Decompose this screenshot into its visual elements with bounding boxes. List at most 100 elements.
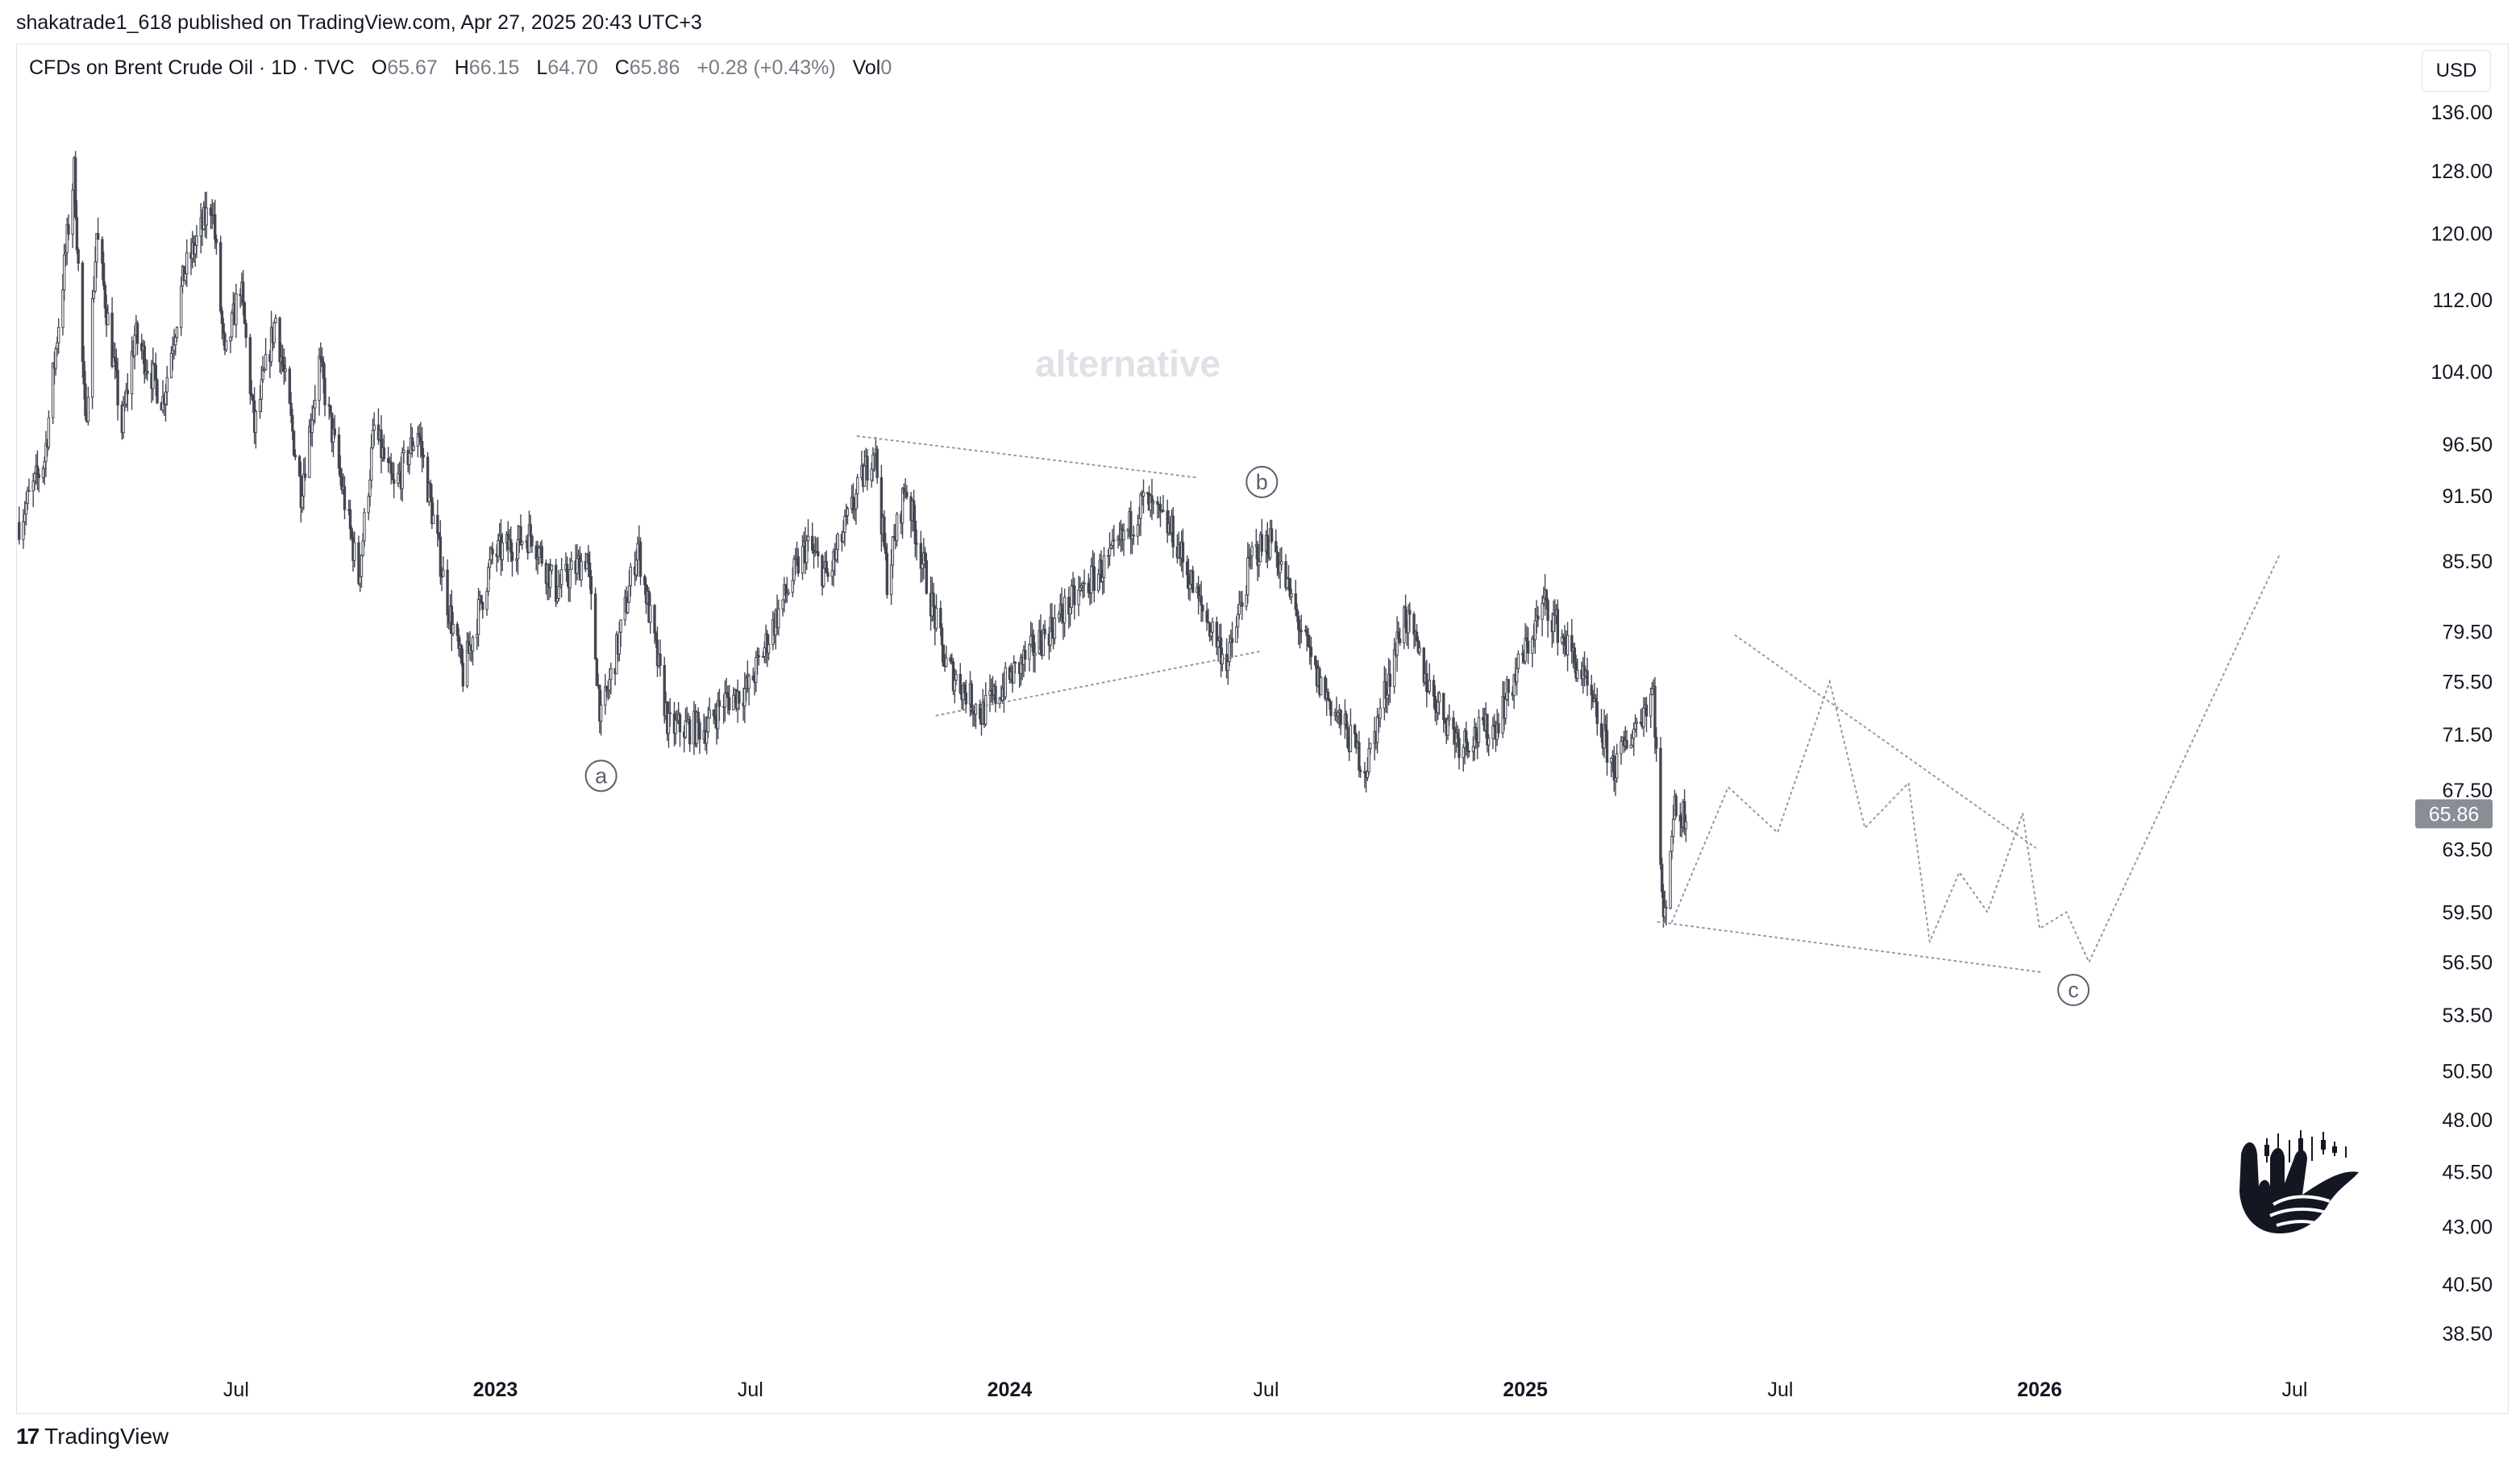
time-axis[interactable]: Jul 2023 Jul 2024 Jul 2025 Jul 2026 Jul (223, 1379, 2307, 1401)
open-value: 65.67 (387, 56, 438, 79)
candle (35, 450, 40, 491)
candle (224, 340, 228, 352)
projected-wave-path[interactable] (1670, 555, 2281, 964)
trendline[interactable] (1657, 921, 2045, 974)
candle (619, 619, 622, 647)
candle (380, 415, 383, 474)
candle (1328, 697, 1331, 710)
wave-labels: a b c (584, 465, 2090, 1007)
candle (1369, 742, 1372, 755)
candle (476, 588, 480, 647)
candle (73, 151, 77, 221)
candle (165, 365, 168, 406)
candle (1358, 730, 1361, 778)
trendline[interactable] (935, 650, 1262, 717)
candle (781, 599, 784, 617)
candle (540, 539, 543, 567)
candle (254, 410, 258, 449)
candle (1266, 522, 1269, 568)
candle (1320, 676, 1323, 696)
candle (62, 243, 66, 302)
candle (708, 697, 711, 719)
candle (248, 333, 252, 405)
footer-brand[interactable]: 17 TradingView (16, 1424, 168, 1449)
candle (548, 559, 552, 598)
candle (949, 654, 952, 664)
candle (402, 440, 405, 464)
candle (1256, 541, 1259, 581)
candle (1570, 618, 1574, 664)
candle (1541, 595, 1544, 637)
candle (791, 567, 794, 597)
candle (626, 591, 630, 614)
candle (1112, 525, 1116, 557)
candle (570, 551, 573, 570)
wave-label-a[interactable]: a (584, 759, 618, 792)
candle (1290, 588, 1293, 605)
candle (1087, 573, 1091, 598)
candle (337, 426, 341, 476)
candle (1092, 552, 1096, 603)
candle (806, 519, 810, 551)
candle (501, 533, 504, 572)
candle (1246, 542, 1250, 604)
trendline[interactable] (1734, 634, 2036, 849)
candle (175, 326, 179, 343)
wave-label-b[interactable]: b (1245, 465, 1279, 498)
candle (416, 426, 420, 458)
wave-label-text: c (2068, 978, 2079, 1002)
candle (1616, 743, 1619, 783)
close-label: C (614, 56, 630, 79)
candle (1477, 709, 1481, 748)
candle (1526, 627, 1530, 664)
candle (1004, 662, 1007, 701)
candle (235, 284, 238, 339)
candle (698, 718, 701, 755)
candle (372, 412, 376, 447)
candle (1650, 681, 1654, 696)
wave-label-c[interactable]: c (2057, 974, 2090, 1007)
candle (241, 269, 245, 316)
candle (274, 314, 277, 324)
candle (1533, 608, 1537, 655)
candle (883, 509, 886, 550)
candle (1654, 727, 1658, 762)
candle (1537, 606, 1540, 628)
candle (1635, 717, 1638, 738)
candle (426, 451, 430, 503)
candle (1309, 636, 1313, 670)
candle (905, 485, 909, 500)
watermark-text: alternative (1035, 343, 1221, 385)
y-tick-label: 53.50 (2442, 1004, 2493, 1027)
candle (367, 493, 370, 521)
candle (446, 559, 449, 628)
y-tick-label: 50.50 (2442, 1060, 2493, 1083)
candle (1033, 642, 1037, 673)
symbol-name[interactable]: CFDs on Brent Crude Oil · 1D · TVC (29, 56, 355, 79)
candle (1437, 691, 1441, 715)
price-axis[interactable]: 136.00 128.00 120.00 112.00 104.00 96.50 91.50… (2415, 102, 2493, 1345)
candle (925, 553, 929, 595)
candle (308, 418, 311, 479)
candle (826, 568, 830, 583)
candle (892, 524, 896, 539)
candle (1345, 710, 1348, 730)
candle (1412, 611, 1416, 649)
candle (1388, 659, 1392, 704)
candle (663, 656, 666, 724)
candle (1678, 802, 1682, 837)
candle (970, 680, 973, 716)
candle (180, 277, 183, 336)
candle (218, 235, 222, 314)
candle (1053, 604, 1057, 645)
currency-button[interactable]: USD (2422, 50, 2491, 92)
candle (1258, 557, 1261, 577)
chart-legend[interactable]: CFDs on Brent Crude Oil · 1D · TVC O65.6… (29, 56, 892, 80)
trendline[interactable] (856, 435, 1200, 479)
candle (357, 535, 360, 586)
candle (81, 260, 85, 378)
candle (471, 635, 475, 666)
candle (1398, 627, 1402, 646)
y-tick-label: 104.00 (2431, 361, 2493, 384)
